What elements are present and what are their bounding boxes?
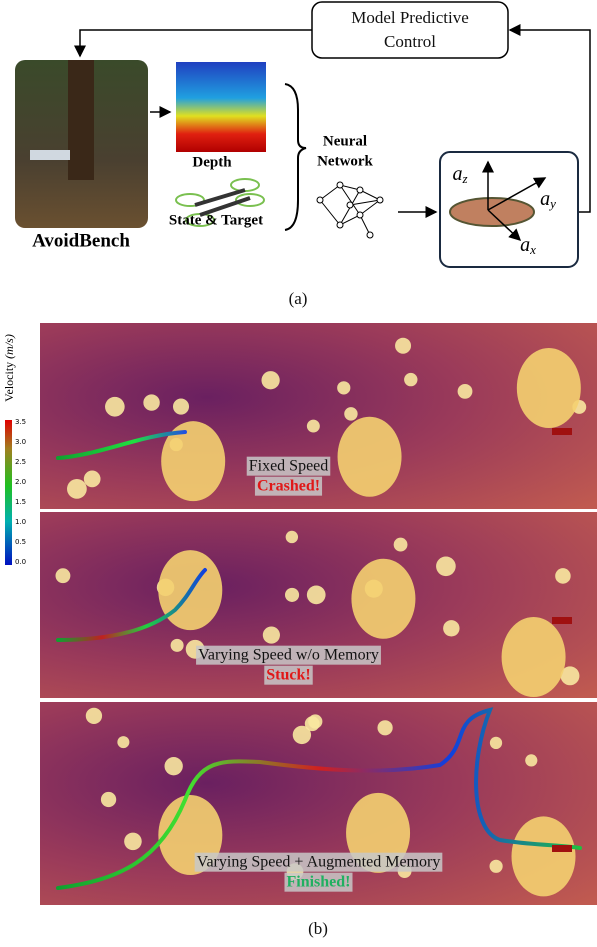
obstacle: [84, 471, 101, 488]
obstacle: [263, 626, 280, 643]
obstacle: [307, 420, 320, 433]
obstacle: [261, 371, 279, 389]
obstacle: [555, 568, 571, 584]
colorbar-tick-label: 0.5: [15, 538, 26, 546]
colorbar-tick-label: 0.0: [15, 558, 26, 566]
water: [30, 150, 70, 160]
obstacle: [394, 538, 408, 552]
network-icon: [317, 182, 383, 238]
obstacle: [143, 394, 159, 410]
scene-panel: Varying Speed + Augmented Memory Finished…: [40, 702, 597, 905]
obstacle: [395, 338, 411, 354]
obstacle: [490, 860, 503, 873]
obstacle: [458, 384, 473, 399]
goal-marker: [552, 845, 572, 852]
panel-status: Stuck!: [266, 667, 310, 684]
depth-label: Depth: [192, 154, 232, 170]
obstacle-cluster: [517, 348, 581, 428]
mpc-label: Control: [384, 32, 436, 51]
panel-status: Finished!: [286, 874, 350, 891]
obstacle: [101, 792, 116, 807]
obstacle: [56, 568, 71, 583]
panel-label: Varying Speed + Augmented Memory: [197, 854, 441, 871]
obstacle: [67, 479, 87, 499]
scene-panel: Varying Speed w/o Memory Stuck!: [40, 512, 597, 698]
obstacle: [285, 588, 299, 602]
obstacle: [165, 757, 183, 775]
panel-status: Crashed!: [257, 478, 320, 495]
brace: [285, 84, 306, 230]
obstacle: [307, 585, 326, 604]
obstacle: [436, 556, 456, 576]
colorbar-tick-label: 2.0: [15, 478, 26, 486]
colorbar-tick-label: 3.0: [15, 438, 26, 446]
obstacle: [490, 737, 502, 749]
obstacle: [404, 373, 417, 386]
colorbar-tick-label: 3.5: [15, 418, 26, 426]
colorbar-tick-label: 2.5: [15, 458, 26, 466]
mpc-label: Model Predictive: [351, 8, 469, 27]
quadrotor: [450, 198, 534, 226]
depth-image: [176, 62, 266, 152]
colorbar-tick-label: 1.5: [15, 498, 26, 506]
arrow: [80, 30, 312, 56]
caption: (a): [289, 289, 308, 308]
obstacle-cluster: [512, 816, 576, 896]
figure-canvas: Model Predictive Control AvoidBench Dept…: [0, 0, 597, 947]
obstacle: [124, 833, 142, 851]
goal-marker: [552, 428, 572, 435]
panel-label: Fixed Speed: [249, 458, 329, 475]
obstacle: [117, 736, 129, 748]
obstacle: [171, 639, 184, 652]
caption: (b): [308, 919, 328, 938]
obstacle-cluster: [351, 559, 415, 639]
obstacle: [173, 399, 189, 415]
obstacle: [377, 720, 392, 735]
state-label: State & Target: [169, 212, 263, 228]
obstacle: [305, 716, 320, 731]
colorbar-tick-label: 1.0: [15, 518, 26, 526]
obstacle: [525, 754, 537, 766]
tree: [68, 60, 94, 180]
obstacle-cluster: [502, 617, 566, 697]
colorbar-title: Velocity (m/s): [2, 334, 16, 402]
panel-label: Varying Speed w/o Memory: [198, 647, 379, 664]
network-label: Network: [317, 153, 373, 169]
goal-marker: [552, 617, 572, 624]
colorbar: [5, 420, 12, 565]
obstacle: [344, 407, 357, 420]
obstacle: [443, 620, 459, 636]
network-label: Neural: [323, 133, 367, 149]
obstacle: [86, 708, 102, 724]
obstacle: [337, 381, 350, 394]
figure: Model Predictive Control AvoidBench Dept…: [0, 0, 597, 947]
obstacle: [105, 397, 125, 417]
simulator-label: AvoidBench: [32, 230, 130, 251]
obstacle-cluster: [338, 417, 402, 497]
obstacle: [286, 531, 298, 543]
scene-panel: Fixed Speed Crashed!: [40, 323, 597, 509]
